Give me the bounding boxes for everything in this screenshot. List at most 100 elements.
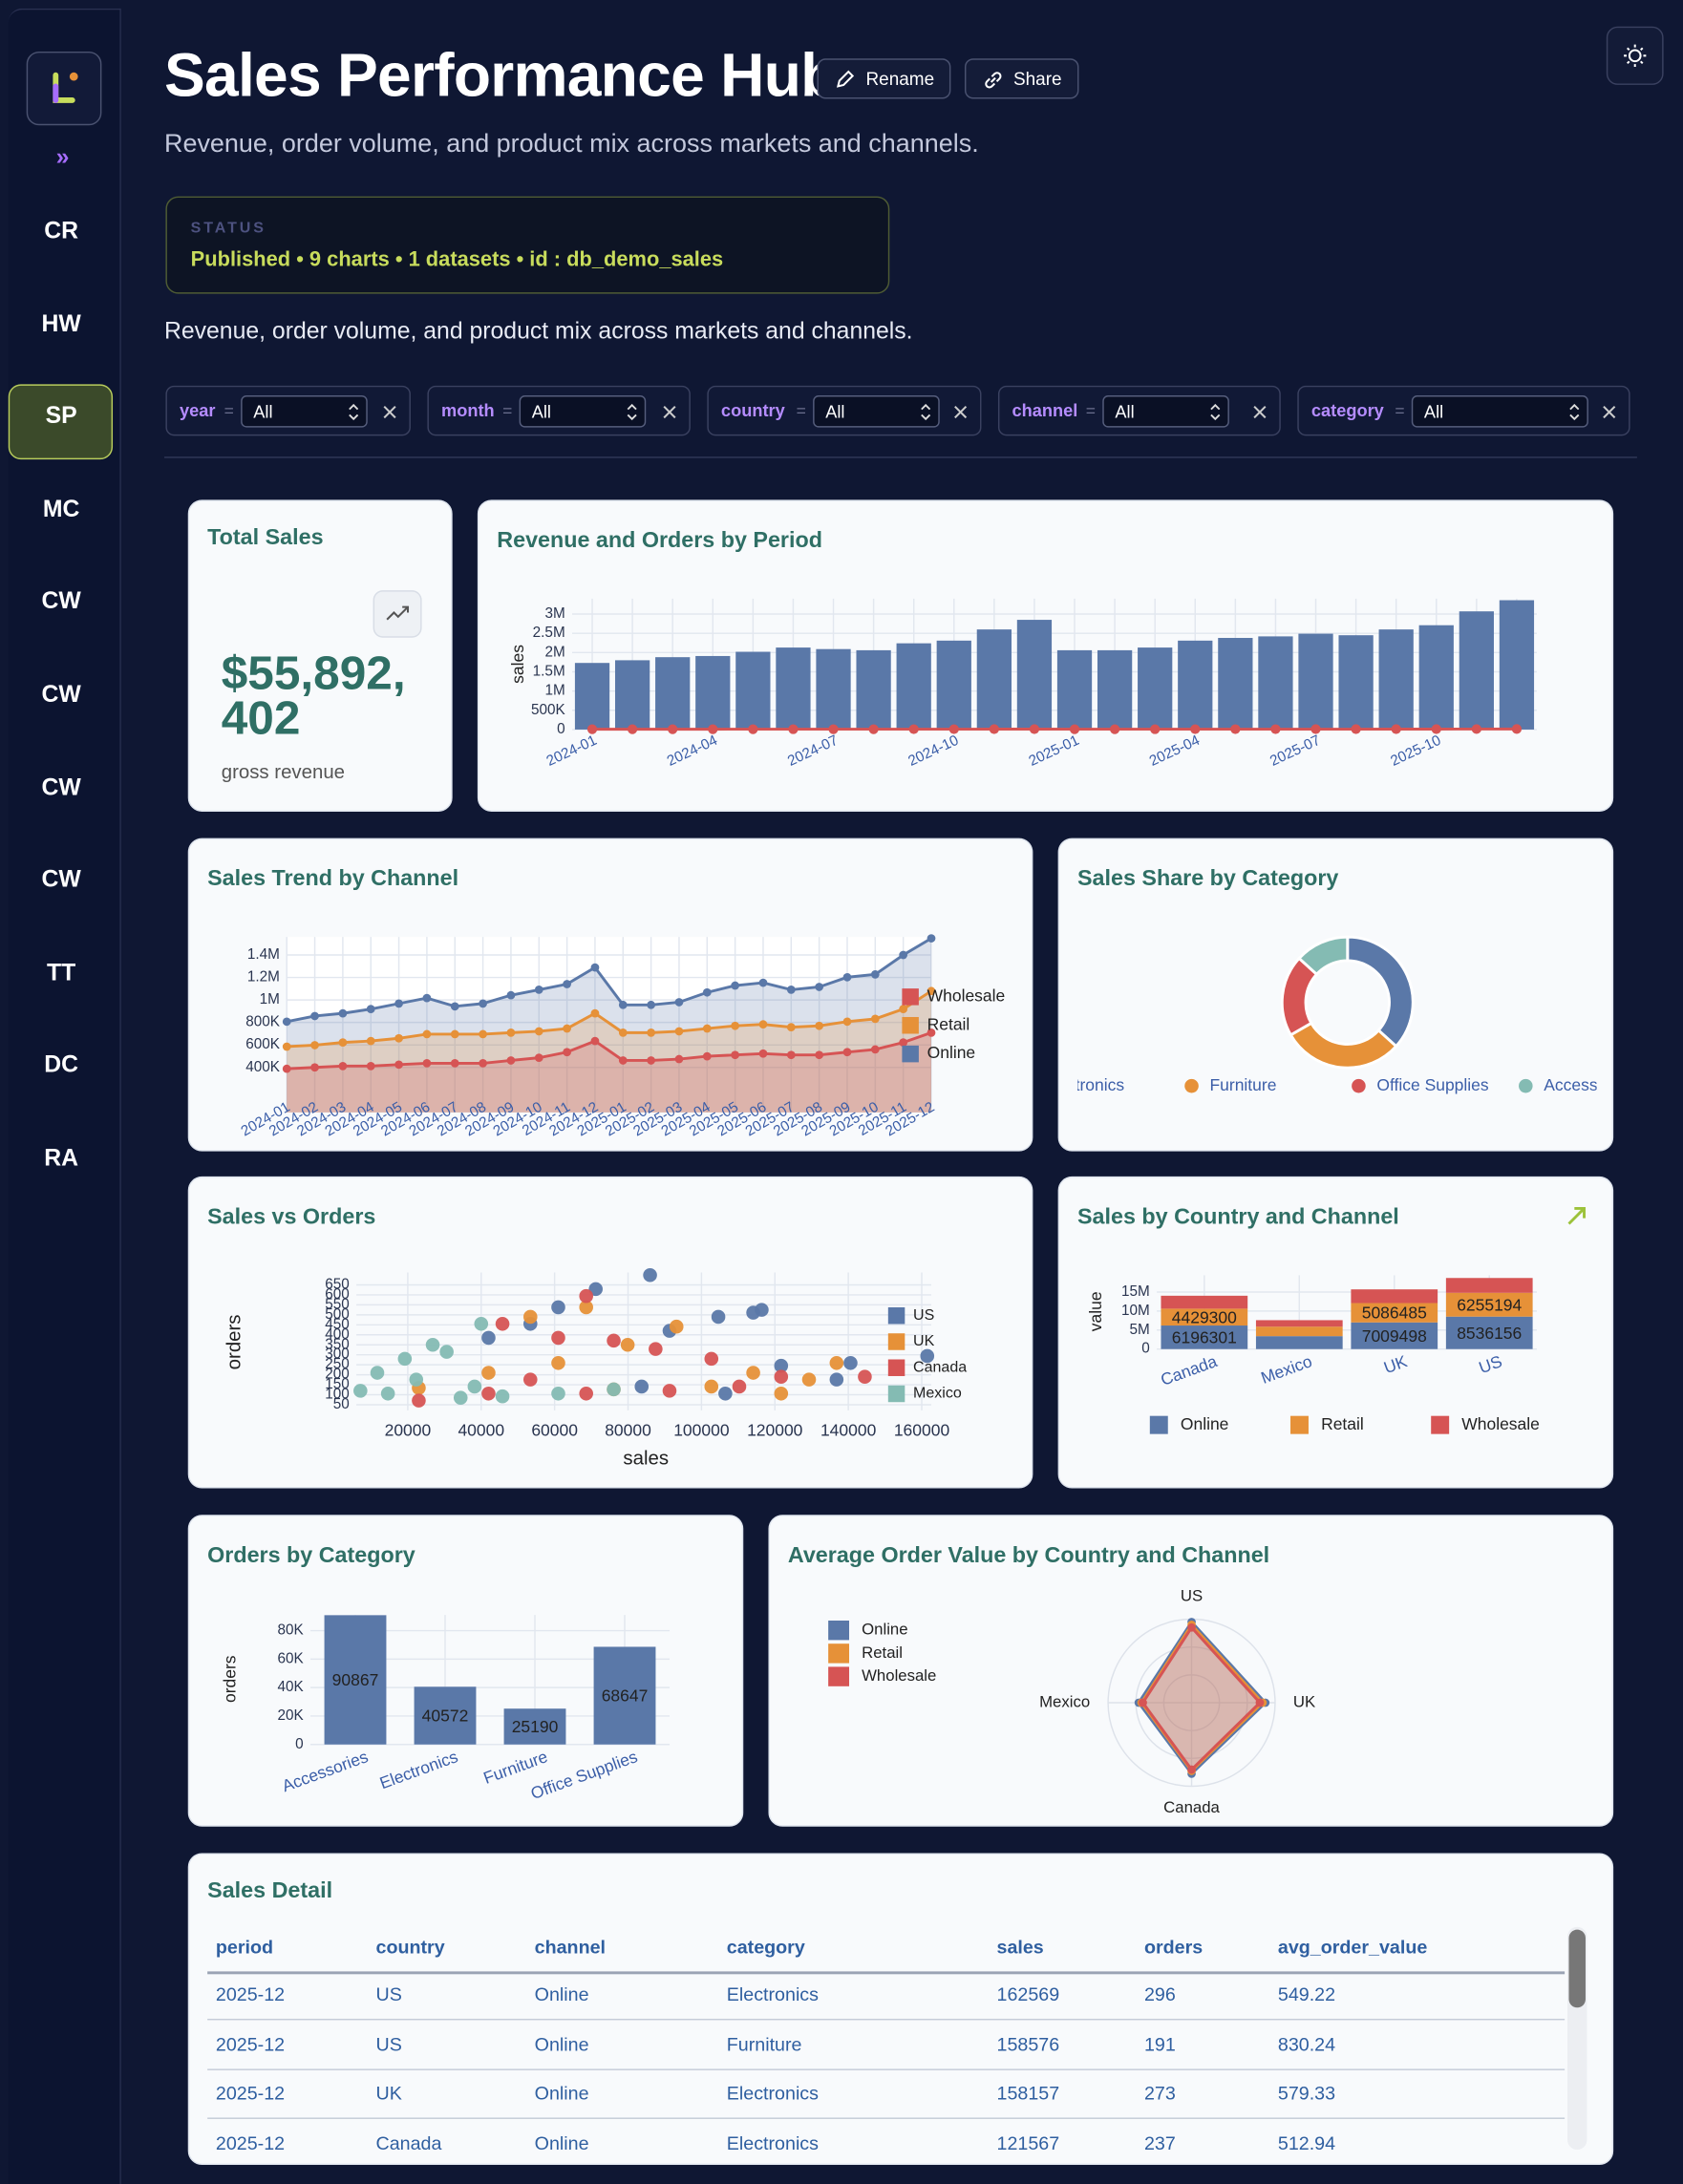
clear-filter[interactable] (663, 405, 677, 419)
bar (615, 660, 650, 730)
pencil (838, 72, 852, 86)
point (775, 1369, 789, 1384)
nav-item[interactable]: MC (9, 496, 115, 523)
y-axis-label: sales (508, 645, 527, 684)
bar (977, 629, 1012, 730)
filter-select[interactable]: All (813, 395, 940, 428)
filter-value: All (1424, 402, 1443, 421)
point (607, 1383, 621, 1397)
x-tick-label: 100000 (673, 1420, 730, 1439)
filter-select[interactable]: All (1102, 395, 1229, 428)
data-label: 8536156 (1457, 1324, 1522, 1343)
chevron (625, 402, 639, 421)
point (496, 1317, 510, 1331)
legend-swatch (902, 988, 918, 1005)
row-rule (207, 2068, 1565, 2069)
legend-swatch (828, 1643, 849, 1663)
x-tick-label: 20000 (385, 1420, 432, 1439)
point (1270, 724, 1280, 733)
point (830, 1356, 844, 1370)
nav-item[interactable]: CW (9, 681, 115, 709)
point (579, 1387, 593, 1401)
point (563, 980, 571, 988)
chevron-path (922, 405, 930, 419)
clear-filter[interactable] (383, 405, 397, 419)
point (283, 1043, 291, 1051)
point (899, 951, 907, 960)
scrollbar-thumb[interactable] (1568, 1930, 1585, 2008)
clear-filter[interactable] (953, 405, 968, 419)
point (367, 1005, 375, 1013)
nav-item[interactable]: CR (9, 217, 115, 244)
point (927, 934, 936, 943)
point (1030, 724, 1039, 733)
nav-item[interactable]: SP (9, 403, 115, 431)
sidebar-toggle[interactable]: » (9, 143, 117, 171)
legend-label: Retail (927, 1014, 970, 1033)
donut-slice (1348, 937, 1413, 1046)
point (339, 1062, 348, 1071)
x-tick-label: 2024-04 (665, 732, 720, 770)
clear-filter[interactable] (1602, 405, 1616, 419)
table-cell: 2025-12 (216, 2083, 285, 2104)
legend-label: Online (927, 1043, 976, 1062)
bar (575, 663, 609, 730)
x-tick-label: 2025-04 (1147, 732, 1203, 770)
logo[interactable] (27, 52, 102, 125)
axis-label: UK (1293, 1692, 1315, 1710)
link-icon (983, 70, 1004, 91)
x-tick-label: Accessories (280, 1747, 372, 1795)
point (1351, 724, 1360, 733)
nav-item[interactable]: HW (9, 310, 115, 338)
nav-item[interactable]: CW (9, 774, 115, 801)
filter-select[interactable]: All (520, 395, 647, 428)
nav-item[interactable]: RA (9, 1144, 115, 1172)
point (310, 1041, 319, 1050)
point (339, 1038, 348, 1047)
rename-button[interactable]: Rename (817, 58, 950, 98)
nav-item[interactable]: CW (9, 588, 115, 616)
point (1139, 1699, 1147, 1707)
y-tick-label: 0 (1141, 1341, 1150, 1357)
point (1230, 724, 1240, 733)
nav-item[interactable]: CW (9, 866, 115, 894)
share-button[interactable]: Share (965, 58, 1079, 98)
legend-label: Wholesale (862, 1666, 936, 1685)
point (439, 1345, 454, 1359)
filter-select[interactable]: All (241, 395, 368, 428)
nav-item[interactable]: TT (9, 959, 115, 986)
chart-title: Sales Trend by Channel (207, 865, 458, 890)
point (591, 1037, 600, 1046)
y-tick-label: 40K (277, 1679, 304, 1695)
legend-swatch (888, 1333, 905, 1349)
point (479, 1059, 487, 1068)
point (507, 1028, 516, 1037)
table-cell: 579.33 (1278, 2083, 1335, 2104)
filter: category=All (1297, 386, 1630, 435)
clear-filter[interactable] (1253, 405, 1268, 419)
table-cell: 830.24 (1278, 2033, 1335, 2054)
filter-select[interactable]: All (1412, 395, 1588, 428)
point (481, 1331, 496, 1346)
y-tick-label: 1.5M (533, 664, 565, 680)
legend-label: UK (913, 1332, 935, 1349)
point (479, 1030, 487, 1039)
y-tick-label: 2M (544, 644, 565, 660)
bar (1500, 601, 1534, 730)
trend-button[interactable] (373, 590, 422, 638)
bar (735, 652, 770, 730)
chevron-path (350, 405, 358, 419)
bar-segment (1446, 1278, 1533, 1293)
kpi-value: $55,892,402 (222, 651, 416, 740)
nav-item[interactable]: DC (9, 1051, 115, 1079)
point (409, 1372, 423, 1387)
bar-segment (1256, 1326, 1343, 1336)
point (909, 724, 919, 733)
point (479, 1000, 487, 1008)
filter: year=All (165, 386, 411, 435)
theme-toggle[interactable] (1607, 27, 1664, 85)
legend-swatch (828, 1666, 849, 1686)
point (703, 1025, 712, 1033)
bar (1419, 626, 1454, 730)
